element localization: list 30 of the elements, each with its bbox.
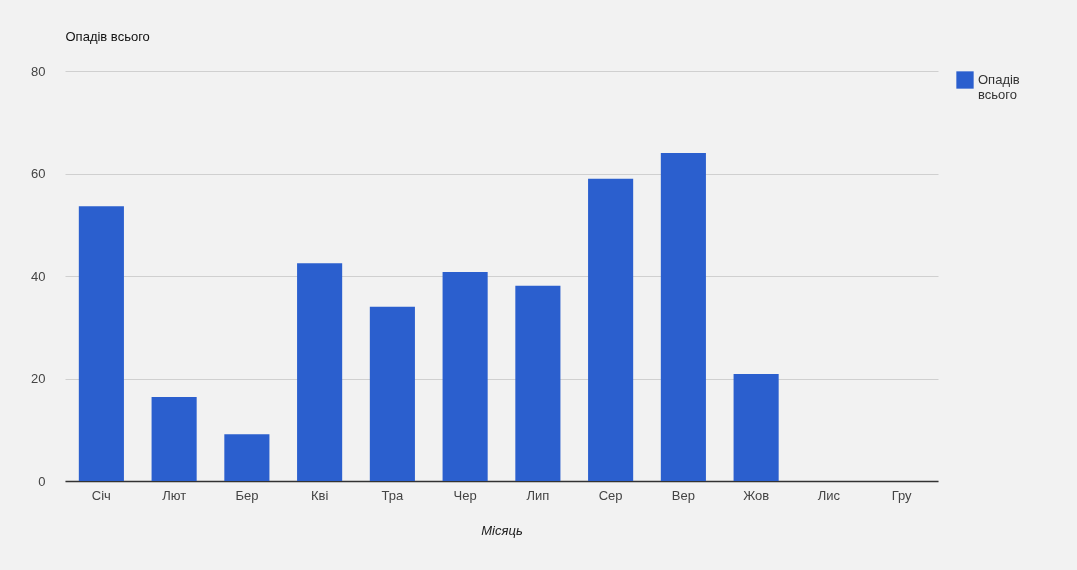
x-tick-label: Тра <box>381 487 404 503</box>
y-tick-label: 80 <box>31 63 46 79</box>
x-tick-label: Жов <box>743 487 770 503</box>
bar <box>660 153 706 481</box>
x-tick-label: Лис <box>817 487 841 503</box>
bar <box>588 178 634 481</box>
x-tick-label: Сер <box>598 487 623 503</box>
y-axis-title: Опадів всього <box>65 28 150 44</box>
x-tick-label: Кві <box>310 487 329 503</box>
bar <box>297 263 343 481</box>
x-axis-title: Місяць <box>481 522 523 538</box>
bar <box>442 271 488 481</box>
bar <box>369 306 415 481</box>
bar <box>224 434 270 481</box>
x-tick-label: Гру <box>891 487 913 503</box>
y-tick-label: 20 <box>31 371 46 386</box>
x-tick-label: Січ <box>91 487 111 503</box>
bar <box>151 396 197 481</box>
bar <box>515 285 561 481</box>
bar <box>733 373 779 481</box>
x-tick-label: Бер <box>235 487 259 503</box>
y-tick-label: 0 <box>38 473 46 489</box>
y-tick-label: 40 <box>31 268 46 284</box>
bar <box>78 206 124 481</box>
x-tick-label: Лип <box>526 487 550 503</box>
x-tick-label: Лют <box>162 487 187 503</box>
x-tick-label: Вер <box>671 487 695 503</box>
x-tick-label: Чер <box>453 487 477 503</box>
legend-label: Опадів всього <box>978 72 1020 102</box>
y-tick-label: 60 <box>31 166 46 181</box>
